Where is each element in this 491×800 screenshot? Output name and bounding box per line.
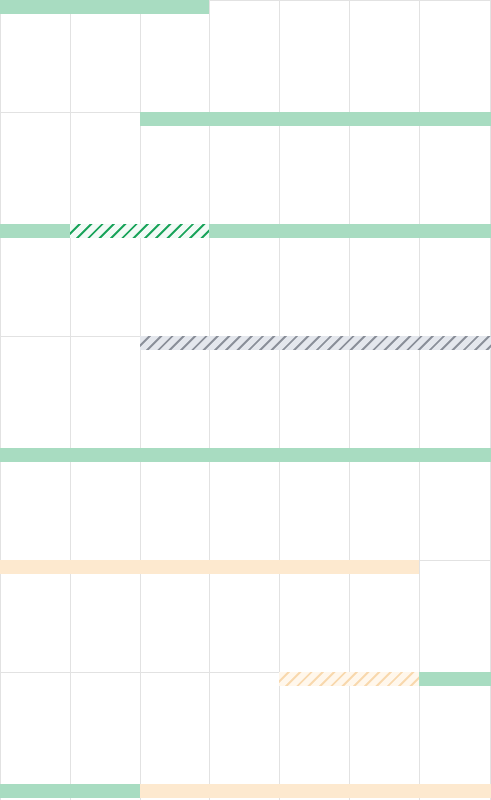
grid-column-line [0, 0, 1, 800]
grid-row-line [0, 672, 491, 673]
grid-row-line [0, 0, 491, 1]
pending-bar[interactable] [140, 784, 491, 798]
grid-column-line [419, 0, 420, 800]
availability-bar[interactable] [0, 224, 70, 238]
pending-bar[interactable] [0, 560, 419, 574]
tentative-pending-bar[interactable] [279, 672, 419, 686]
availability-bar[interactable] [0, 0, 209, 14]
grid-column-line [349, 0, 350, 800]
availability-bar[interactable] [0, 448, 491, 462]
grid-column-line [140, 0, 141, 800]
blocked-bar[interactable] [140, 336, 491, 350]
availability-bar[interactable] [209, 224, 491, 238]
grid-column-line [209, 0, 210, 800]
grid-column-line [70, 0, 71, 800]
availability-bar[interactable] [0, 784, 140, 798]
availability-bar[interactable] [419, 672, 491, 686]
grid-column-line [279, 0, 280, 800]
availability-bar[interactable] [140, 112, 491, 126]
tentative-availability-bar[interactable] [70, 224, 209, 238]
